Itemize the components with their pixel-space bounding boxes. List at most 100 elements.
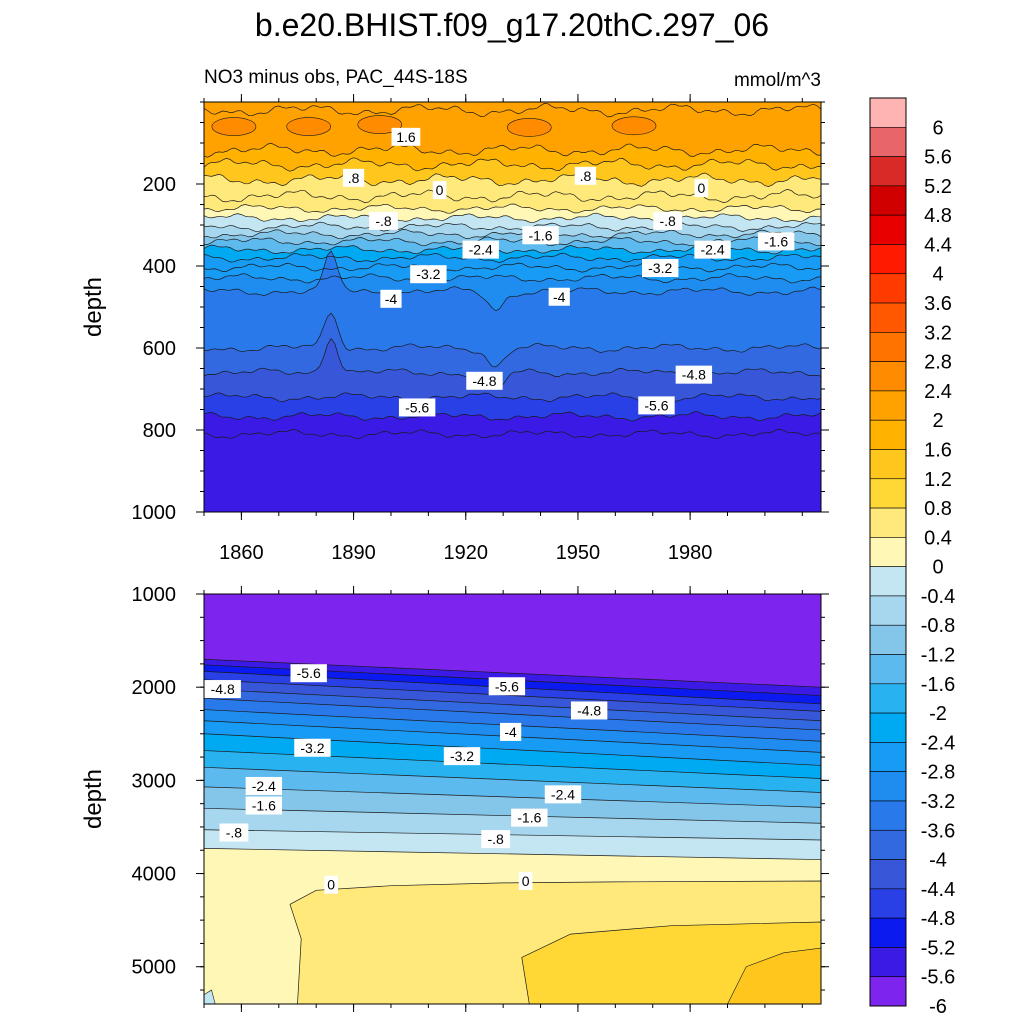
top-panel-patch [286, 117, 332, 136]
colorbar-label: 6 [932, 117, 943, 139]
bottom-panel-positive-core [727, 947, 821, 1004]
bottom-panel-contour-label-bg [294, 738, 331, 757]
colorbar-label: 4.4 [924, 234, 952, 256]
bottom-panel-contour-labels: -5.6 -4.8 -3.2 -2.4 -1.6 -.8 -3.2 -5.6 -4.8 -4 -2.… [204, 664, 608, 894]
top-panel-contour-line [204, 229, 821, 240]
colorbar: 6 5.6 5.2 4.8 4.4 4 3.6 3.2 2.8 2.4 2 1.6 1.2 0.8 0.4 0… [869, 97, 955, 1018]
colorbar-box [869, 419, 907, 450]
colorbar-label: -2.4 [921, 732, 955, 754]
bottom-panel-contour-label-text: -2.4 [551, 786, 575, 802]
bottom-panel-contour-line [204, 786, 821, 808]
colorbar-label: 4.8 [924, 205, 952, 227]
colorbar-label: 0.8 [924, 498, 952, 520]
bottom-panel-contour-line [204, 679, 821, 712]
top-panel: 1.6 .8 .8 0 0 -.8 -.8 -1.6 -1.6 -2.4 -2.4 -3.2 -3.2 -… [80, 94, 829, 564]
top-panel-contour-label-bg [391, 127, 421, 146]
colorbar-label: -3.6 [921, 820, 955, 842]
colorbar-label: 2.4 [924, 381, 952, 403]
colorbar-box [869, 800, 907, 831]
colorbar-label: -2 [929, 703, 947, 725]
top-panel-contour-line [204, 212, 821, 224]
bottom-panel-contour-label-bg [204, 680, 241, 699]
bottom-panel-contour-label-bg [245, 796, 283, 815]
top-panel-contour-line [204, 203, 821, 214]
bottom-panel-contour-label-text: -3.2 [450, 748, 474, 764]
colorbar-label: 4 [932, 264, 943, 286]
top-panel-contour-label-text: .8 [580, 168, 592, 184]
bottom-panel-ytick-label: 4000 [132, 864, 177, 886]
bottom-panel-contour-label-bg [488, 677, 526, 696]
colorbar-label: -4.4 [921, 879, 955, 901]
bottom-panel-contour-label-text: -2.4 [252, 778, 276, 794]
bottom-panel-contour-label-text: -.8 [226, 825, 243, 841]
top-panel-contour-label-bg [380, 289, 402, 308]
colorbar-box [869, 829, 907, 860]
bottom-panel-contour-label: -2.4 [544, 785, 582, 804]
colorbar-label: 0.4 [924, 527, 952, 549]
top-panel-contour-label-text: -4.8 [472, 373, 496, 389]
colorbar-label: -1.6 [921, 674, 955, 696]
top-panel-contour-label: -4 [548, 287, 570, 306]
top-panel-contour-label: -4 [380, 289, 402, 308]
top-panel-fill [204, 102, 821, 512]
bottom-panel-contour-label-text: 0 [327, 877, 335, 893]
colorbar-label: 2 [932, 410, 943, 432]
top-panel-contour-label: -.8 [653, 211, 683, 230]
top-panel-contour-label: .8 [574, 166, 597, 185]
bottom-panel-axes: 1000 2000 3000 4000 5000 [132, 584, 829, 1012]
colorbar-box [869, 566, 907, 597]
bottom-panel-contour-label: -5.6 [488, 677, 526, 696]
top-panel-contour-line [204, 142, 821, 158]
bottom-panel-contour-label-text: -4.8 [211, 681, 235, 697]
bottom-panel-contour-label: 0 [518, 872, 533, 890]
colorbar-box [869, 742, 907, 772]
top-panel-contour-label-bg [653, 211, 683, 230]
top-panel-contour-line [204, 103, 821, 118]
colorbar-box [869, 478, 907, 509]
top-panel-contour-lines [204, 103, 821, 440]
colorbar-box [869, 244, 907, 275]
bottom-panel-contour-label: -4.8 [204, 680, 241, 699]
top-panel-contour-line [204, 221, 821, 233]
top-panel-contour-label-text: -4 [385, 291, 398, 307]
top-panel-contour-label: -5.6 [638, 396, 675, 415]
top-panel-patch [357, 115, 403, 134]
top-panel-xtick-label: 1890 [331, 542, 376, 564]
bottom-panel: -5.6 -4.8 -3.2 -2.4 -1.6 -.8 -3.2 -5.6 -4.8 -4 -2.… [80, 584, 829, 1012]
top-panel-contour-line [204, 250, 821, 312]
colorbar-box [869, 888, 907, 919]
colorbar-label: -0.8 [921, 615, 955, 637]
top-panel-contour-label: -2.4 [462, 240, 499, 259]
colorbar-box [869, 683, 907, 714]
top-panel-contour-label-bg [642, 259, 679, 278]
chart-subtitle-right: mmol/m^3 [734, 70, 821, 91]
colorbar-label: -5.6 [921, 967, 955, 989]
colorbar-box [869, 361, 907, 392]
colorbar-box [869, 537, 907, 567]
top-panel-patch [211, 117, 257, 136]
chart-subtitle-left: NO3 minus obs, PAC_44S-18S [204, 67, 468, 88]
colorbar-label: 3.2 [924, 322, 952, 344]
top-panel-contour-line [204, 157, 821, 172]
bottom-panel-fill [204, 594, 821, 1004]
top-panel-contour-label: 0 [694, 179, 709, 198]
top-panel-contour-label: -1.6 [757, 232, 795, 251]
top-panel-ylabel: depth [80, 277, 107, 337]
colorbar-box [869, 976, 907, 1007]
bottom-panel-contour-label-bg [511, 808, 548, 827]
top-panel-band [204, 429, 821, 512]
top-panel-contour-line [204, 392, 821, 403]
colorbar-box [869, 917, 907, 948]
bottom-panel-contour-line [204, 688, 821, 722]
top-panel-contour-labels: 1.6 .8 .8 0 0 -.8 -.8 -1.6 -1.6 -2.4 -2.4 -3.2 -3.2 -… [342, 127, 795, 417]
top-panel-contour-label-bg [369, 211, 398, 230]
bottom-panel-contour-label: -.8 [219, 823, 249, 842]
colorbar-label: -2.8 [921, 762, 955, 784]
top-panel-contour-label: -4.8 [675, 365, 713, 384]
bottom-panel-frame [203, 593, 822, 1005]
top-panel-contour-label-text: 0 [436, 182, 444, 198]
top-panel-contour-label-bg [675, 365, 713, 384]
top-panel-ytick-label: 400 [143, 256, 176, 278]
colorbar-label: -0.4 [921, 586, 955, 608]
bottom-panel-contour-label-bg [290, 664, 327, 683]
